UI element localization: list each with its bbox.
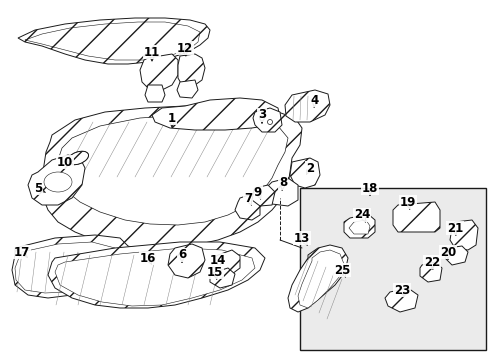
Polygon shape: [15, 242, 120, 293]
Polygon shape: [392, 202, 439, 232]
Ellipse shape: [67, 151, 88, 165]
Polygon shape: [348, 220, 369, 234]
Polygon shape: [177, 80, 198, 98]
Polygon shape: [168, 244, 204, 278]
Text: 9: 9: [253, 185, 262, 198]
Polygon shape: [252, 108, 282, 132]
Text: 15: 15: [206, 266, 223, 279]
Text: 20: 20: [439, 246, 455, 258]
Polygon shape: [55, 248, 254, 306]
Text: 6: 6: [178, 248, 186, 261]
Polygon shape: [42, 106, 302, 248]
Polygon shape: [140, 54, 178, 90]
Polygon shape: [212, 250, 240, 274]
Polygon shape: [297, 250, 343, 308]
Polygon shape: [145, 85, 164, 102]
Text: 17: 17: [14, 246, 30, 258]
Circle shape: [267, 120, 272, 125]
Bar: [299, 188, 485, 350]
Polygon shape: [384, 288, 417, 312]
Text: 13: 13: [293, 231, 309, 244]
Polygon shape: [444, 246, 467, 265]
Polygon shape: [12, 235, 130, 298]
Polygon shape: [28, 155, 85, 205]
Polygon shape: [48, 242, 264, 308]
Polygon shape: [264, 178, 297, 206]
Polygon shape: [58, 115, 287, 225]
Text: 8: 8: [278, 176, 286, 189]
Text: 4: 4: [310, 94, 319, 107]
Polygon shape: [287, 245, 347, 312]
Polygon shape: [178, 54, 204, 85]
Text: 2: 2: [305, 162, 313, 175]
Text: 11: 11: [143, 45, 160, 58]
Text: 7: 7: [244, 192, 251, 204]
Text: 10: 10: [57, 156, 73, 168]
Text: 5: 5: [34, 181, 42, 194]
Ellipse shape: [44, 172, 72, 192]
Text: 22: 22: [423, 256, 439, 269]
Polygon shape: [18, 18, 209, 64]
Text: 1: 1: [167, 112, 176, 125]
Text: 3: 3: [257, 108, 265, 122]
Polygon shape: [209, 268, 235, 288]
Polygon shape: [289, 158, 319, 188]
Polygon shape: [343, 214, 374, 238]
Polygon shape: [285, 90, 329, 122]
Text: 21: 21: [446, 221, 462, 234]
Polygon shape: [235, 194, 260, 220]
Polygon shape: [419, 262, 441, 282]
Text: 18: 18: [361, 181, 377, 194]
Text: 23: 23: [393, 284, 409, 297]
Text: 25: 25: [333, 264, 349, 276]
Text: 16: 16: [140, 252, 156, 265]
Polygon shape: [251, 185, 274, 206]
Text: 19: 19: [399, 195, 415, 208]
Text: 14: 14: [209, 253, 226, 266]
Text: 12: 12: [177, 41, 193, 54]
Polygon shape: [152, 98, 280, 130]
Text: 24: 24: [353, 208, 369, 221]
Polygon shape: [449, 220, 477, 250]
Circle shape: [259, 116, 264, 121]
